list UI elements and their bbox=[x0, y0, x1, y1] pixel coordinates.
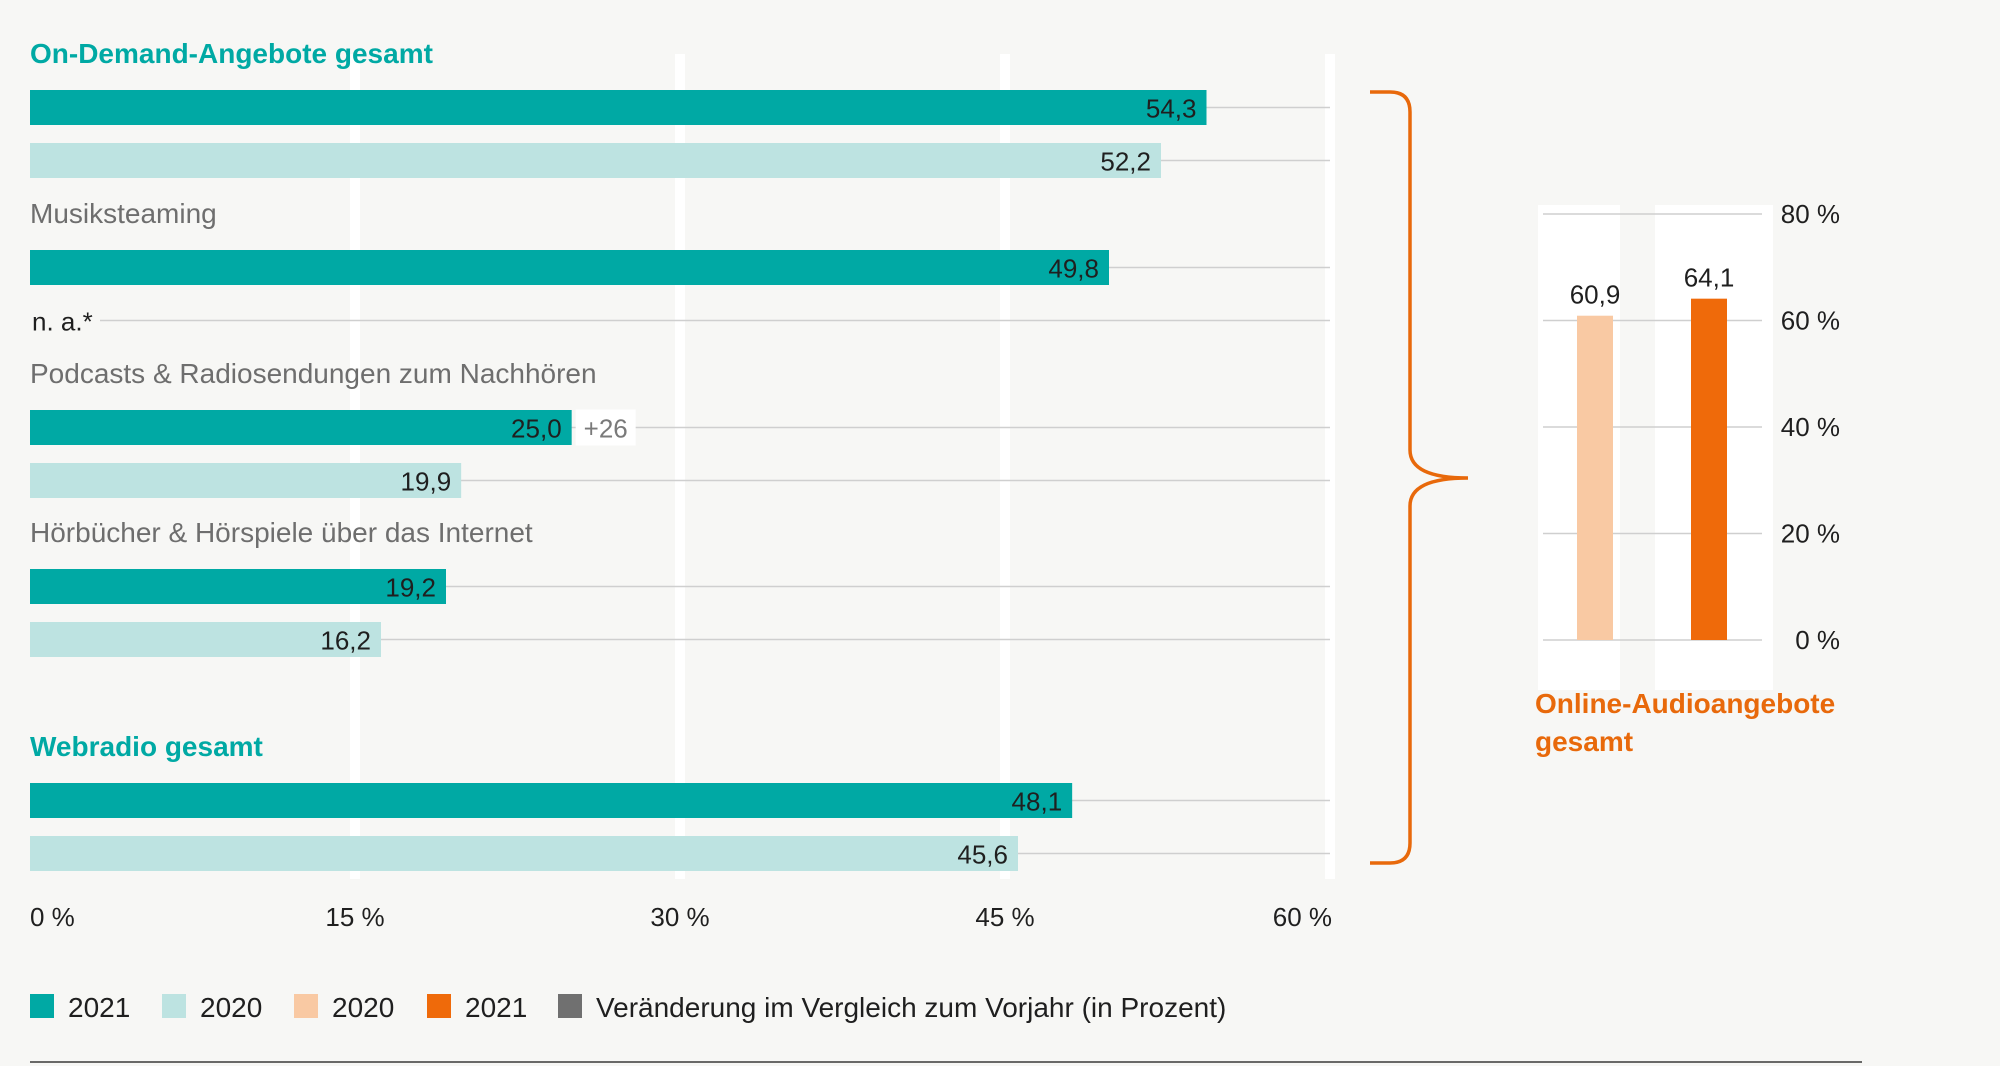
vertical-bar-value: 60,9 bbox=[1570, 280, 1621, 310]
bar-2021 bbox=[30, 569, 446, 604]
bars-layer bbox=[28, 90, 1207, 871]
group-label: Hörbücher & Hörspiele über das Internet bbox=[30, 517, 533, 548]
group-label: Musiksteaming bbox=[30, 198, 217, 229]
vertical-gridline bbox=[675, 54, 685, 879]
curly-brace bbox=[1370, 90, 1469, 865]
bar-value-label: 45,6 bbox=[957, 840, 1008, 870]
bar-2020 bbox=[30, 836, 1018, 871]
labels-layer: 0 % 15 % 30 % 45 % 60 % On-Demand-Angebote ge… bbox=[30, 38, 1332, 932]
legend-label: Veränderung im Vergleich zum Vorjahr (in… bbox=[596, 992, 1226, 1023]
y-tick-label: 0 % bbox=[1795, 625, 1840, 655]
vertical-bar-2021 bbox=[1691, 298, 1727, 640]
group-label: On-Demand-Angebote gesamt bbox=[30, 38, 433, 69]
legend-label: 2021 bbox=[465, 992, 527, 1023]
bar-2020 bbox=[30, 143, 1161, 178]
right-chart-title: gesamt bbox=[1535, 726, 1633, 757]
right-chart-title: Online-Audioangebote bbox=[1535, 688, 1835, 719]
legend-swatch bbox=[30, 994, 54, 1018]
bar-value-label: 52,2 bbox=[1100, 147, 1151, 177]
x-tick-label: 0 % bbox=[30, 902, 75, 932]
na-label: n. a.* bbox=[32, 307, 93, 337]
bar-2020 bbox=[30, 622, 381, 657]
x-tick-label: 15 % bbox=[325, 902, 384, 932]
legend-swatch bbox=[427, 994, 451, 1018]
x-tick-label: 30 % bbox=[650, 902, 709, 932]
legend-swatch bbox=[558, 994, 582, 1018]
y-tick-label: 80 % bbox=[1781, 199, 1840, 229]
group-label: Podcasts & Radiosendungen zum Nachhören bbox=[30, 358, 597, 389]
vertical-gridline bbox=[1325, 54, 1335, 879]
bar-2020 bbox=[30, 463, 462, 498]
vertical-bar-2020 bbox=[1577, 315, 1613, 640]
bar-2021 bbox=[30, 783, 1073, 818]
legend-swatch bbox=[294, 994, 318, 1018]
change-label: +26 bbox=[584, 414, 628, 444]
bar-value-label: 25,0 bbox=[511, 414, 562, 444]
legend-label: 2020 bbox=[332, 992, 394, 1023]
bar-2021 bbox=[30, 250, 1109, 285]
na-background bbox=[28, 302, 100, 339]
bar-value-label: 19,2 bbox=[385, 573, 436, 603]
bar-value-label: 48,1 bbox=[1012, 787, 1063, 817]
x-tick-label: 45 % bbox=[975, 902, 1034, 932]
legend-label: 2021 bbox=[68, 992, 130, 1023]
bar-value-label: 16,2 bbox=[320, 626, 371, 656]
y-tick-label: 20 % bbox=[1781, 519, 1840, 549]
bar-2021 bbox=[30, 410, 572, 445]
bar-value-label: 49,8 bbox=[1048, 254, 1099, 284]
x-tick-label: 60 % bbox=[1273, 902, 1332, 932]
vertical-gridline bbox=[1000, 54, 1010, 879]
legend-label: 2020 bbox=[200, 992, 262, 1023]
change-background bbox=[575, 409, 636, 446]
group-label: Webradio gesamt bbox=[30, 731, 263, 762]
y-tick-label: 40 % bbox=[1781, 412, 1840, 442]
right-chart: 0 % 20 % 40 % 60 % 80 % 60,9 64,1 Online-Audioa… bbox=[1370, 90, 1840, 865]
y-tick-label: 60 % bbox=[1781, 306, 1840, 336]
legend: 2021 2020 2020 2021 Veränderung im Vergleich… bbox=[30, 992, 1226, 1023]
bar-value-label: 19,9 bbox=[401, 467, 452, 497]
vertical-bar-value: 64,1 bbox=[1684, 263, 1735, 293]
bar-value-label: 54,3 bbox=[1146, 94, 1197, 124]
legend-swatch bbox=[162, 994, 186, 1018]
bar-2021 bbox=[30, 90, 1207, 125]
